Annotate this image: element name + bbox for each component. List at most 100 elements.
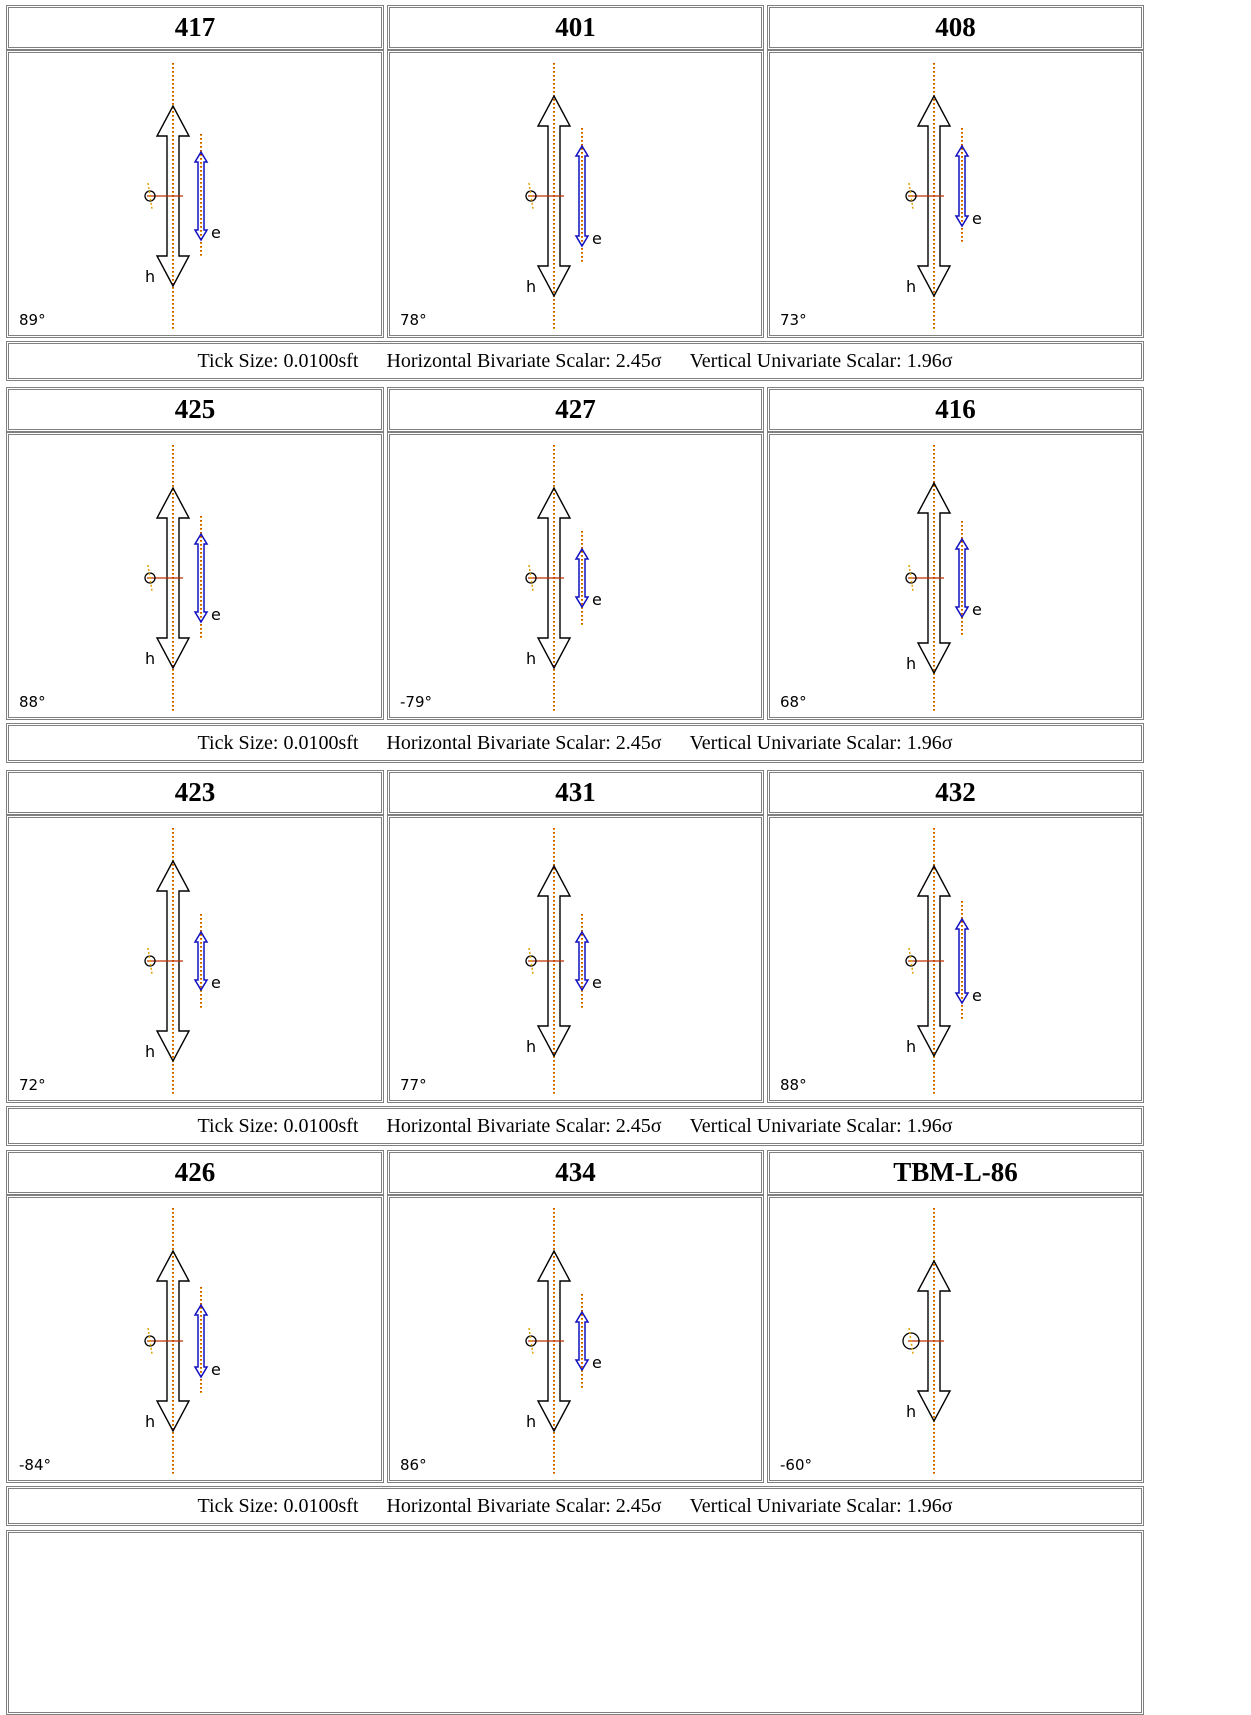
h-label: h	[906, 1037, 916, 1056]
horizontal-ellipse-arrow	[155, 1249, 191, 1433]
vertical-error-arrow	[193, 150, 209, 242]
station-marker	[525, 1335, 537, 1347]
orientation-angle: 78°	[400, 311, 427, 329]
horizontal-ellipse-arrow	[916, 481, 952, 675]
caption-horizontal: Horizontal Bivariate Scalar: 2.45σ	[386, 1494, 662, 1517]
e-label: e	[972, 209, 982, 228]
horizontal-ellipse-arrow	[536, 94, 572, 298]
scalar-caption: Tick Size: 0.0100sft Horizontal Bivariate…	[6, 723, 1144, 763]
station-panel: h e 68°	[767, 432, 1144, 720]
error-ellipse-diagram: he	[525, 63, 602, 329]
vertical-error-arrow	[193, 532, 209, 624]
station-header: 408	[767, 5, 1144, 50]
station-marker	[144, 190, 156, 202]
marker-axis	[147, 1327, 153, 1355]
e-label: e	[592, 590, 602, 609]
caption-horizontal: Horizontal Bivariate Scalar: 2.45σ	[386, 1114, 662, 1137]
e-label: e	[592, 1353, 602, 1372]
station-header: 427	[387, 387, 764, 432]
station-panel: h e 89°	[6, 50, 384, 338]
station-header: 416	[767, 387, 1144, 432]
orientation-angle: -84°	[19, 1456, 51, 1474]
marker-axis	[528, 564, 534, 592]
e-label: e	[211, 1360, 221, 1379]
orientation-angle: 77°	[400, 1076, 427, 1094]
station-marker	[144, 955, 156, 967]
marker-axis	[147, 947, 153, 975]
horizontal-ellipse-arrow	[155, 486, 191, 670]
e-label: e	[972, 986, 982, 1005]
station-panel: h e 88°	[6, 432, 384, 720]
caption-vertical: Vertical Univariate Scalar: 1.96σ	[689, 1494, 953, 1517]
h-label: h	[145, 649, 155, 668]
h-label: h	[526, 1037, 536, 1056]
scalar-caption: Tick Size: 0.0100sft Horizontal Bivariate…	[6, 1486, 1144, 1526]
vertical-error-arrow	[574, 144, 590, 248]
vertical-error-arrow	[193, 930, 209, 992]
horizontal-ellipse-arrow	[916, 864, 952, 1058]
h-label: h	[526, 1412, 536, 1431]
horizontal-ellipse-arrow	[916, 1259, 952, 1423]
station-panel: h e -79°	[387, 432, 764, 720]
station-marker	[525, 955, 537, 967]
horizontal-ellipse-arrow	[155, 859, 191, 1063]
orientation-angle: -79°	[400, 693, 432, 711]
empty-footer-cell	[6, 1530, 1144, 1715]
station-panel: h e 77°	[387, 815, 764, 1103]
marker-axis	[908, 564, 914, 592]
station-header: 417	[6, 5, 384, 50]
station-marker	[905, 572, 917, 584]
error-ellipse-diagram: he	[525, 1208, 602, 1474]
station-marker	[902, 1332, 920, 1350]
station-header: 401	[387, 5, 764, 50]
marker-axis	[147, 182, 153, 210]
station-marker	[905, 190, 917, 202]
h-label: h	[145, 1042, 155, 1061]
orientation-angle: 86°	[400, 1456, 427, 1474]
caption-tick: Tick Size: 0.0100sft	[197, 349, 359, 372]
horizontal-ellipse-arrow	[536, 864, 572, 1058]
marker-axis	[908, 1327, 914, 1355]
station-marker	[525, 572, 537, 584]
h-label: h	[906, 1402, 916, 1421]
orientation-angle: 89°	[19, 311, 46, 329]
vertical-error-arrow	[954, 917, 970, 1005]
station-marker	[525, 190, 537, 202]
station-header: 432	[767, 770, 1144, 815]
station-header: 423	[6, 770, 384, 815]
caption-horizontal: Horizontal Bivariate Scalar: 2.45σ	[386, 349, 662, 372]
e-label: e	[592, 229, 602, 248]
station-header: 431	[387, 770, 764, 815]
caption-horizontal: Horizontal Bivariate Scalar: 2.45σ	[386, 731, 662, 754]
orientation-angle: 72°	[19, 1076, 46, 1094]
scalar-caption: Tick Size: 0.0100sft Horizontal Bivariate…	[6, 1106, 1144, 1146]
station-marker	[144, 1335, 156, 1347]
error-ellipse-diagram: he	[525, 828, 602, 1094]
e-label: e	[211, 973, 221, 992]
station-header: TBM-L-86	[767, 1150, 1144, 1195]
caption-tick: Tick Size: 0.0100sft	[197, 731, 359, 754]
station-panel: h -60°	[767, 1195, 1144, 1483]
scalar-caption: Tick Size: 0.0100sft Horizontal Bivariate…	[6, 341, 1144, 381]
error-ellipse-diagram: he	[144, 828, 221, 1094]
vertical-error-arrow	[574, 930, 590, 992]
h-label: h	[526, 649, 536, 668]
vertical-error-arrow	[574, 1310, 590, 1372]
vertical-error-arrow	[193, 1303, 209, 1379]
error-ellipse-diagram: he	[144, 63, 221, 329]
horizontal-ellipse-arrow	[536, 486, 572, 670]
error-ellipse-diagram: he	[905, 828, 982, 1094]
caption-vertical: Vertical Univariate Scalar: 1.96σ	[689, 1114, 953, 1137]
h-label: h	[145, 267, 155, 286]
caption-tick: Tick Size: 0.0100sft	[197, 1114, 359, 1137]
station-panel: h e 88°	[767, 815, 1144, 1103]
error-ellipse-diagram: he	[525, 445, 602, 711]
caption-vertical: Vertical Univariate Scalar: 1.96σ	[689, 349, 953, 372]
station-marker	[905, 955, 917, 967]
error-ellipse-diagram: h	[902, 1208, 952, 1474]
horizontal-ellipse-arrow	[155, 104, 191, 288]
h-label: h	[906, 654, 916, 673]
marker-axis	[528, 182, 534, 210]
error-ellipse-diagram: he	[905, 445, 982, 711]
e-label: e	[592, 973, 602, 992]
